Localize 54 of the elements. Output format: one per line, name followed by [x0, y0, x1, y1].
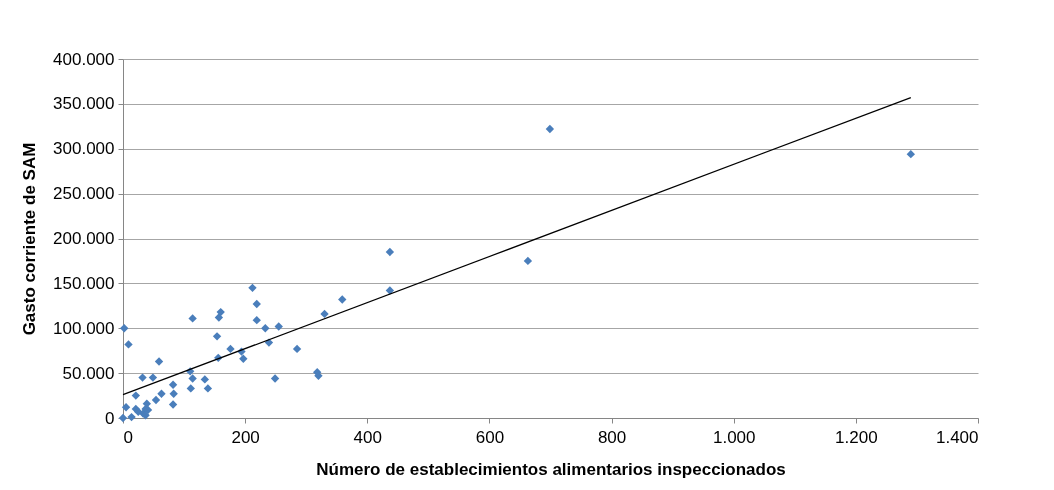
point — [226, 344, 235, 354]
point — [168, 380, 178, 389]
point — [200, 375, 210, 384]
point — [148, 373, 158, 382]
y-tick-label: 150.000 — [53, 273, 115, 293]
y-tick-label: 50.000 — [62, 363, 115, 383]
point — [188, 374, 197, 383]
y-tick-label: 200.000 — [53, 229, 115, 248]
y-tick-label: 100.000 — [53, 318, 115, 338]
x-tick-label: 800 — [597, 427, 627, 447]
x-tick-label: 1.000 — [712, 427, 756, 447]
point — [274, 322, 283, 331]
point — [124, 340, 133, 349]
y-tick-label: 250.000 — [53, 184, 115, 204]
point — [216, 307, 225, 317]
point — [127, 412, 136, 422]
point — [523, 256, 533, 266]
point — [169, 389, 178, 398]
point — [121, 403, 131, 412]
point — [248, 283, 257, 293]
y-tick-label: 400.000 — [53, 49, 115, 69]
point — [120, 324, 129, 333]
y-axis-title: Gasto corriente de SAM — [20, 142, 40, 336]
point — [186, 384, 195, 393]
x-tick-label: 200 — [231, 427, 260, 447]
point — [151, 395, 161, 405]
x-tick-label: 1.400 — [935, 427, 979, 447]
y-tick-label: 350.000 — [53, 94, 115, 114]
y-tick-label: 300.000 — [53, 139, 115, 159]
point — [906, 149, 915, 159]
point — [545, 124, 555, 134]
x-tick-label: 600 — [475, 427, 505, 447]
point — [157, 389, 166, 398]
point — [154, 357, 164, 366]
point — [168, 400, 178, 409]
point — [270, 374, 280, 383]
point — [338, 295, 347, 304]
point — [252, 299, 261, 309]
point — [131, 391, 141, 400]
x-tick-label: 1.200 — [835, 427, 878, 447]
x-tick-label: 0 — [123, 427, 133, 447]
point — [261, 324, 270, 333]
point — [292, 344, 302, 354]
point — [188, 314, 197, 323]
x-axis-title: Número de establecimientos alimentarios inspeccionados — [316, 459, 786, 479]
point — [138, 373, 147, 382]
point — [203, 384, 213, 393]
y-tick-label: 0 — [105, 408, 115, 428]
point — [212, 332, 222, 341]
point — [239, 354, 248, 363]
point — [320, 309, 329, 319]
x-tick-label: 400 — [353, 427, 382, 447]
point — [385, 247, 395, 257]
point — [252, 315, 261, 325]
